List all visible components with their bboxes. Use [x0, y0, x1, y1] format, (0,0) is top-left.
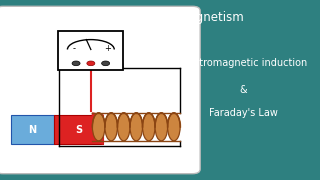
- Ellipse shape: [130, 113, 142, 141]
- Text: N: N: [28, 125, 36, 135]
- FancyBboxPatch shape: [58, 31, 123, 70]
- Text: &: &: [239, 85, 247, 95]
- Text: Electromagnetism: Electromagnetism: [137, 11, 245, 24]
- Ellipse shape: [92, 113, 105, 141]
- Ellipse shape: [142, 113, 155, 141]
- FancyBboxPatch shape: [0, 6, 200, 174]
- Polygon shape: [92, 113, 103, 144]
- Text: Faraday's Law: Faraday's Law: [209, 108, 278, 118]
- Text: -: -: [73, 44, 76, 53]
- Text: S: S: [75, 125, 82, 135]
- Circle shape: [72, 61, 80, 66]
- Ellipse shape: [155, 113, 168, 141]
- Ellipse shape: [117, 113, 130, 141]
- Bar: [11, 115, 54, 144]
- Text: +: +: [104, 44, 111, 53]
- Ellipse shape: [105, 113, 117, 141]
- Ellipse shape: [168, 113, 180, 141]
- Circle shape: [87, 61, 95, 66]
- Text: Electromagnetic induction: Electromagnetic induction: [179, 58, 308, 68]
- Circle shape: [102, 61, 110, 66]
- Bar: [54, 115, 103, 144]
